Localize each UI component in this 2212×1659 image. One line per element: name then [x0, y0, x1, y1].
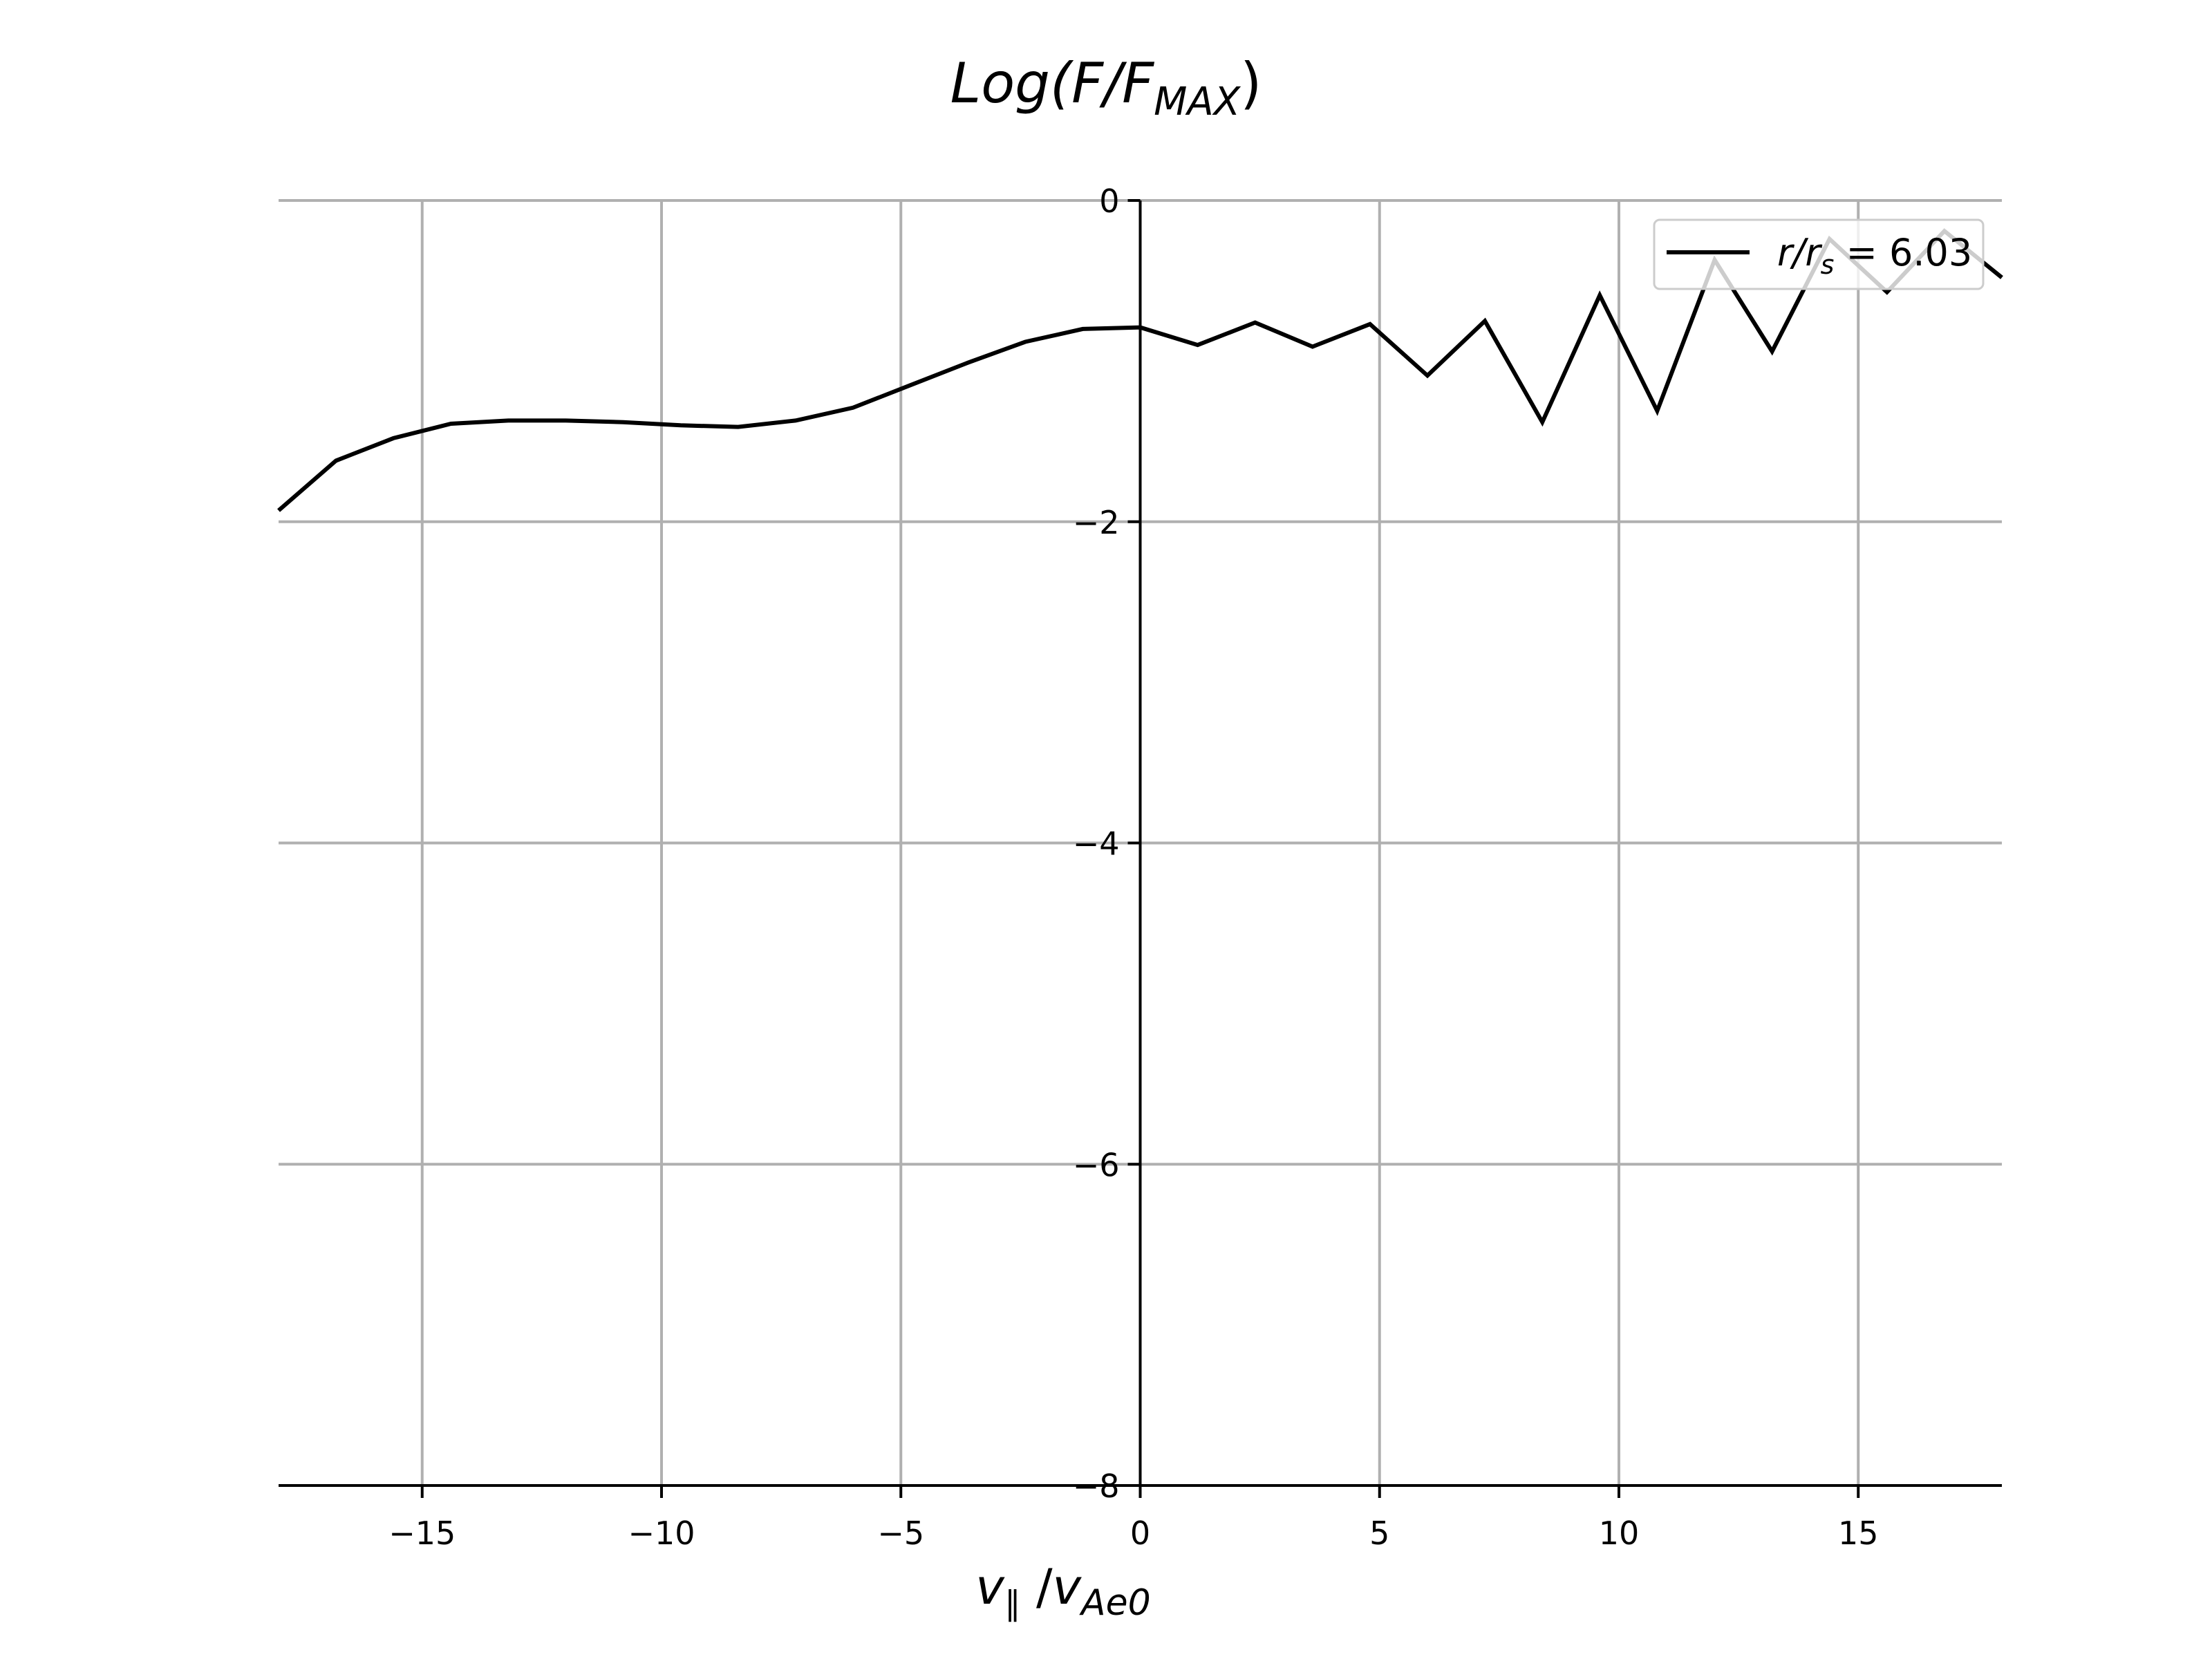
x-tick-label: 15 — [1838, 1515, 1879, 1552]
x-axis-label-v-sub: ∥ — [1004, 1584, 1021, 1623]
y-tick-label: −6 — [1073, 1146, 1120, 1183]
x-tick-label: −10 — [628, 1515, 695, 1552]
legend-label-rest: = 6.03 — [1834, 231, 1972, 274]
chart-title: Log(F/FMAX) — [950, 51, 1262, 124]
y-tick-label: −2 — [1073, 504, 1120, 541]
legend-label-r2: r — [1805, 231, 1822, 274]
legend-label-r: r — [1777, 231, 1794, 274]
x-tick-label: 10 — [1599, 1515, 1640, 1552]
legend-box — [1653, 218, 1985, 290]
chart-title-close: ) — [1240, 51, 1262, 115]
legend-label: r/rs = 6.03 — [1777, 231, 1972, 280]
x-axis-label: v∥ /vAe0 — [975, 1559, 1150, 1624]
chart-title-main: Log(F/F — [950, 51, 1154, 115]
y-tick-label: −4 — [1073, 825, 1120, 863]
y-tick-label: 0 — [1099, 182, 1119, 220]
chart-title-sub: MAX — [1154, 79, 1241, 124]
x-axis-label-v2-sub: Ae0 — [1079, 1582, 1151, 1624]
ticks: −15 −10 −5 0 5 10 15 0 −2 −4 −6 −8 — [388, 182, 1878, 1552]
legend-label-sub: s — [1821, 250, 1835, 280]
x-tick-label: −15 — [388, 1515, 456, 1552]
legend: r/rs = 6.03 — [1653, 218, 1985, 290]
x-axis-label-v: v — [975, 1559, 1005, 1615]
x-tick-label: 5 — [1369, 1515, 1389, 1552]
x-axis-label-v2: v — [1053, 1559, 1082, 1615]
x-tick-label: −5 — [877, 1515, 924, 1552]
x-tick-label: 0 — [1130, 1515, 1150, 1552]
x-axis-label-slash: / — [1021, 1559, 1053, 1615]
y-tick-label: −8 — [1073, 1468, 1120, 1505]
